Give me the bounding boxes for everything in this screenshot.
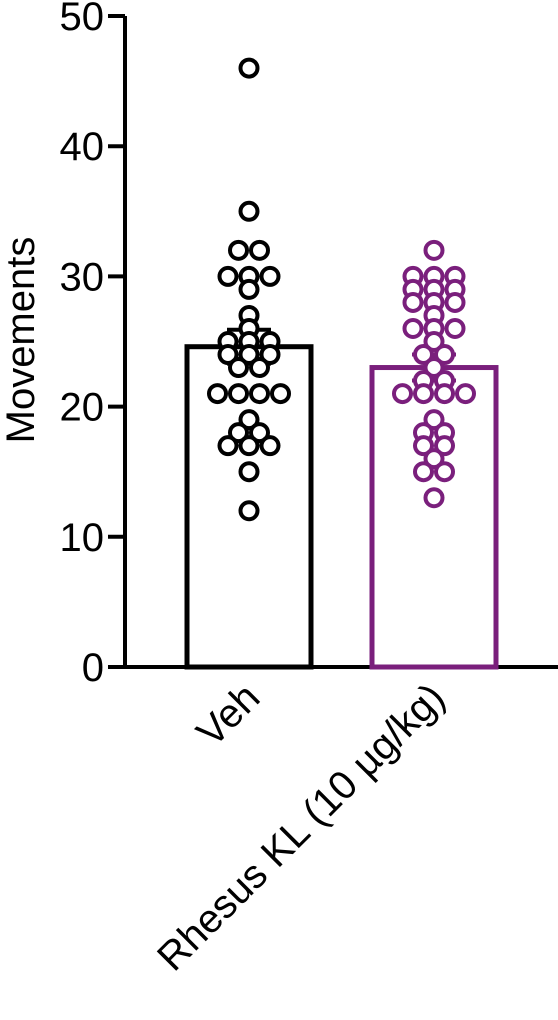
data-point <box>217 265 239 287</box>
y-tick-label: 0 <box>82 646 104 690</box>
data-point <box>238 409 260 431</box>
data-point <box>259 344 281 366</box>
data-point <box>423 357 445 379</box>
data-point <box>413 435 434 457</box>
data-point <box>228 383 249 405</box>
data-point <box>238 344 260 366</box>
y-tick-label: 30 <box>60 255 105 299</box>
data-point <box>228 422 249 444</box>
data-point <box>228 357 249 379</box>
data-point <box>259 435 281 457</box>
data-point <box>402 317 424 339</box>
data-point <box>434 383 455 405</box>
data-point <box>423 487 445 509</box>
data-point <box>423 331 445 352</box>
y-tick-label: 10 <box>60 516 105 560</box>
data-point <box>270 383 291 405</box>
data-point <box>413 344 434 366</box>
data-point <box>249 383 270 405</box>
y-tick-label: 50 <box>60 0 105 39</box>
data-point <box>413 383 434 405</box>
data-point <box>434 461 455 483</box>
data-point <box>217 435 239 457</box>
data-point <box>238 461 260 483</box>
data-point <box>423 448 445 470</box>
bar-series <box>184 57 314 670</box>
y-axis-title: Movements <box>0 237 43 444</box>
data-point <box>238 278 260 300</box>
data-point <box>238 57 260 79</box>
bar-group <box>184 57 499 670</box>
data-point <box>423 239 445 261</box>
data-point <box>392 383 413 405</box>
y-tick-label: 40 <box>60 125 105 169</box>
data-point <box>238 500 260 522</box>
data-point <box>444 317 466 339</box>
data-point <box>423 409 445 431</box>
data-point <box>444 291 466 313</box>
bar-series <box>369 239 499 670</box>
data-point <box>249 239 270 261</box>
y-axis: 0 10 20 30 40 50 <box>60 0 127 690</box>
data-point <box>434 435 455 457</box>
data-point <box>259 265 281 287</box>
data-point <box>238 435 260 457</box>
data-point <box>413 461 434 483</box>
data-point <box>228 239 249 261</box>
data-point <box>249 357 270 379</box>
y-tick-label: 20 <box>60 386 105 430</box>
data-point <box>249 422 270 444</box>
data-point <box>207 383 228 405</box>
data-point <box>434 344 455 366</box>
data-point <box>238 200 260 222</box>
data-point <box>455 383 476 405</box>
category-label: Veh <box>188 675 268 755</box>
data-point <box>402 291 424 313</box>
data-point <box>217 344 239 366</box>
